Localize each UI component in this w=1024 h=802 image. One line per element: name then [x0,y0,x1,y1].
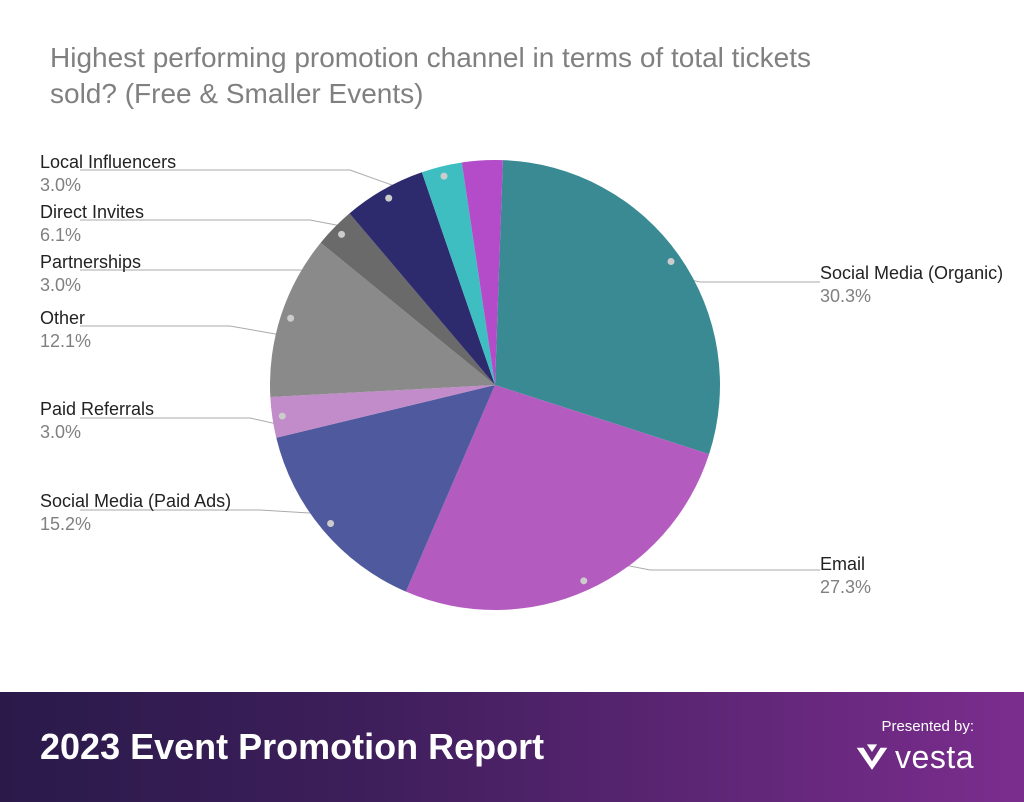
label-pct: 3.0% [40,174,176,197]
label-text: Direct Invites [40,202,144,222]
leader-dot [287,315,294,322]
pie-chart [265,155,725,615]
chart-area: Highest performing promotion channel in … [0,0,1024,692]
slice-label-local-influencers: Local Influencers 3.0% [40,151,176,196]
label-pct: 27.3% [820,576,871,599]
pie-svg [265,155,725,615]
label-text: Local Influencers [40,152,176,172]
slice-label-social-organic: Social Media (Organic) 30.3% [820,262,1003,307]
label-text: Social Media (Organic) [820,263,1003,283]
leader-dot [668,258,675,265]
slice-label-other: Other 12.1% [40,307,91,352]
label-pct: 12.1% [40,330,91,353]
leader-dot [338,231,345,238]
presented-label: Presented by: [855,718,974,735]
label-text: Email [820,554,865,574]
label-text: Social Media (Paid Ads) [40,491,231,511]
label-pct: 6.1% [40,224,144,247]
slice-label-paid-referrals: Paid Referrals 3.0% [40,398,154,443]
slice-label-direct-invites: Direct Invites 6.1% [40,201,144,246]
label-text: Partnerships [40,252,141,272]
label-text: Other [40,308,85,328]
leader-dot [580,577,587,584]
label-text: Paid Referrals [40,399,154,419]
brand-logo: vesta [855,739,974,776]
footer-title: 2023 Event Promotion Report [40,726,544,768]
vesta-logo-icon [855,744,889,772]
label-pct: 3.0% [40,274,141,297]
slice-label-social-paid: Social Media (Paid Ads) 15.2% [40,490,231,535]
leader-dot [279,413,286,420]
leader-dot [385,195,392,202]
presented-by: Presented by: vesta [855,718,974,776]
leader-dot [440,173,447,180]
label-pct: 3.0% [40,421,154,444]
brand-name: vesta [895,739,974,776]
label-pct: 30.3% [820,285,1003,308]
slice-label-email: Email 27.3% [820,553,871,598]
slice-label-partnerships: Partnerships 3.0% [40,251,141,296]
label-pct: 15.2% [40,513,231,536]
footer-banner: 2023 Event Promotion Report Presented by… [0,692,1024,802]
leader-dot [327,520,334,527]
